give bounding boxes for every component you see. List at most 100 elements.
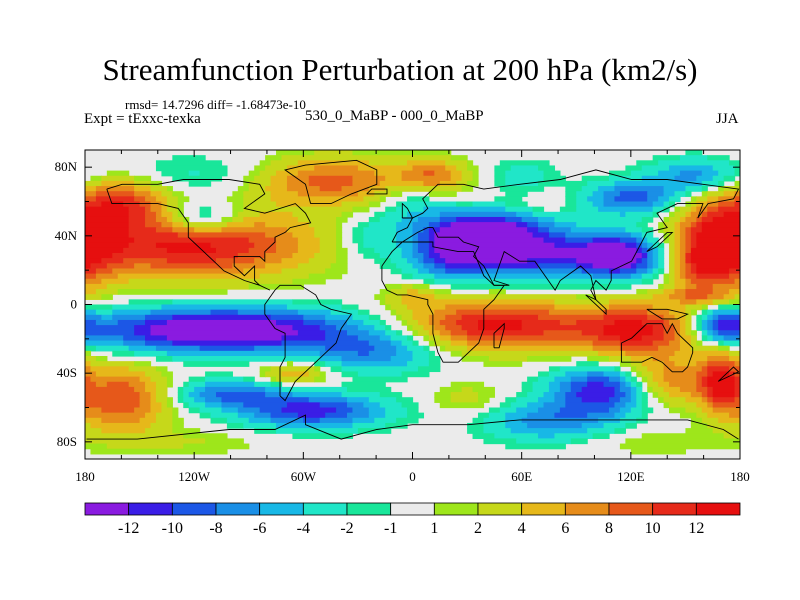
- field-cell: [598, 206, 654, 213]
- field-cell: [325, 412, 348, 419]
- field-cell: [581, 175, 610, 182]
- field-cell: [379, 335, 392, 342]
- field-cell: [281, 407, 337, 414]
- field-cell: [292, 299, 343, 306]
- field-cell: [199, 407, 223, 414]
- field-cell: [248, 186, 266, 192]
- field-cell: [619, 361, 632, 367]
- field-cell: [428, 340, 435, 347]
- field-cell: [625, 392, 632, 398]
- field-cell: [155, 345, 201, 352]
- field-cell: [581, 330, 605, 336]
- field-cell: [554, 433, 594, 439]
- field-cell: [145, 381, 157, 388]
- field-cell: [85, 278, 102, 285]
- field-cell: [374, 325, 386, 331]
- field-cell: [494, 175, 506, 182]
- field-cell: [434, 325, 446, 331]
- field-cell: [297, 191, 359, 197]
- field-cell: [319, 242, 337, 249]
- field-cell: [548, 381, 561, 388]
- field-cell: [336, 216, 348, 223]
- field-cell: [641, 216, 654, 223]
- field-cell: [652, 325, 665, 331]
- field-cell: [483, 422, 506, 429]
- field-cell: [603, 201, 654, 208]
- field-cell: [538, 263, 577, 270]
- field-cell: [707, 314, 714, 321]
- field-cell: [461, 325, 479, 331]
- field-cell: [690, 222, 697, 228]
- field-cell: [461, 170, 474, 177]
- field-cell: [510, 165, 539, 172]
- field-cell: [570, 376, 588, 383]
- field-cell: [95, 268, 113, 275]
- field-cell: [505, 216, 523, 223]
- field-cell: [707, 386, 714, 393]
- field-cell: [641, 397, 648, 403]
- field-cell: [379, 319, 386, 326]
- field-cell: [554, 242, 588, 249]
- field-cell: [292, 278, 326, 285]
- field-cell: [232, 201, 244, 208]
- field-cell: [548, 227, 572, 233]
- field-cell: [696, 196, 708, 203]
- field-cell: [669, 392, 692, 398]
- colorbar-label: 8: [605, 520, 613, 537]
- field-cell: [150, 186, 168, 192]
- field-cell: [434, 289, 452, 295]
- field-cell: [707, 211, 725, 218]
- colorbar-label: -2: [340, 520, 353, 537]
- field-cell: [352, 180, 381, 187]
- field-cell: [390, 309, 397, 316]
- field-cell: [417, 289, 435, 295]
- field-cell: [527, 222, 539, 228]
- field-cell: [450, 283, 632, 290]
- field-cell: [456, 216, 506, 223]
- field-cell: [134, 361, 152, 367]
- field-cell: [297, 309, 332, 316]
- field-cell: [734, 180, 740, 187]
- field-cell: [619, 345, 659, 352]
- field-cell: [177, 392, 184, 398]
- field-cell: [396, 417, 419, 424]
- field-cell: [467, 335, 599, 342]
- field-cell: [439, 227, 528, 233]
- field-cell: [554, 304, 610, 311]
- field-cell: [505, 175, 545, 182]
- field-cell: [630, 448, 687, 455]
- x-tick-label: 180: [75, 469, 95, 484]
- field-cell: [417, 242, 430, 249]
- field-cell: [101, 314, 113, 321]
- field-cell: [674, 350, 730, 357]
- field-cell: [685, 397, 703, 403]
- x-axis: 180 120W 60W 0 60E 120E 180: [75, 150, 750, 484]
- field-cell: [292, 325, 321, 331]
- field-cell: [390, 258, 408, 264]
- map-title: Streamfunction Perturbation at 200 hPa (…: [102, 52, 698, 87]
- field-cell: [674, 325, 681, 331]
- field-cell: [434, 237, 545, 244]
- field-cell: [155, 160, 223, 167]
- field-cell: [374, 417, 397, 424]
- field-cell: [259, 273, 310, 280]
- field-cell: [145, 319, 168, 326]
- field-cell: [576, 191, 594, 197]
- field-cell: [690, 335, 697, 342]
- field-cell: [319, 186, 343, 192]
- field-cell: [155, 242, 212, 249]
- field-cell: [259, 170, 277, 177]
- field-cell: [172, 155, 206, 161]
- season-label: JJA: [716, 111, 739, 127]
- field-cell: [679, 227, 687, 233]
- field-cell: [330, 366, 343, 373]
- field-cell: [95, 186, 135, 192]
- colorbar-swatch: [521, 502, 566, 516]
- field-cell: [663, 335, 676, 342]
- field-cell: [718, 201, 736, 208]
- field-cell: [117, 273, 261, 280]
- field-cell: [521, 381, 534, 388]
- field-cell: [347, 412, 370, 419]
- field-cell: [428, 242, 435, 249]
- field-cell: [325, 335, 359, 342]
